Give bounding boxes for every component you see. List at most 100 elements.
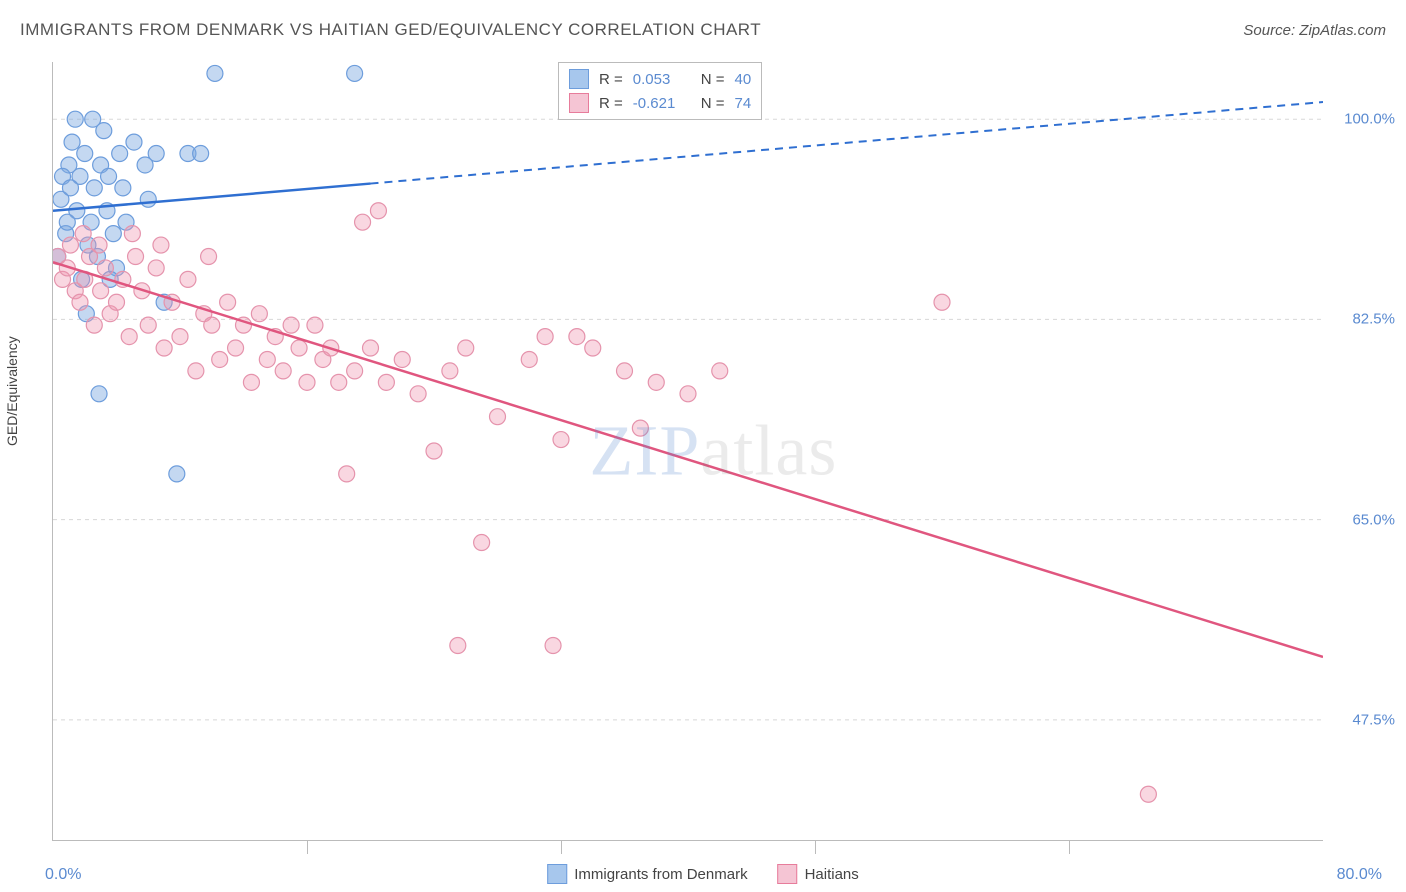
data-point bbox=[101, 168, 117, 184]
data-point bbox=[193, 146, 209, 162]
data-point bbox=[307, 317, 323, 333]
data-point bbox=[339, 466, 355, 482]
y-tick-label: 100.0% bbox=[1344, 111, 1395, 128]
data-point bbox=[124, 226, 140, 242]
data-point bbox=[207, 65, 223, 81]
x-tick bbox=[307, 840, 308, 854]
data-point bbox=[410, 386, 426, 402]
data-point bbox=[180, 271, 196, 287]
data-point bbox=[363, 340, 379, 356]
data-point bbox=[204, 317, 220, 333]
data-point bbox=[680, 386, 696, 402]
data-point bbox=[172, 329, 188, 345]
legend-swatch bbox=[569, 69, 589, 89]
data-point bbox=[648, 374, 664, 390]
bottom-legend: Immigrants from Denmark Haitians bbox=[547, 864, 859, 884]
data-point bbox=[105, 226, 121, 242]
data-point bbox=[67, 111, 83, 127]
data-point bbox=[394, 351, 410, 367]
data-point bbox=[140, 191, 156, 207]
data-point bbox=[458, 340, 474, 356]
data-point bbox=[355, 214, 371, 230]
data-point bbox=[62, 180, 78, 196]
chart-title: IMMIGRANTS FROM DENMARK VS HAITIAN GED/E… bbox=[20, 20, 761, 40]
legend-label: Haitians bbox=[805, 866, 859, 883]
data-point bbox=[72, 294, 88, 310]
x-tick bbox=[815, 840, 816, 854]
data-point bbox=[128, 249, 144, 265]
data-point bbox=[75, 226, 91, 242]
x-axis-max-label: 80.0% bbox=[1337, 866, 1382, 884]
data-point bbox=[188, 363, 204, 379]
stats-legend-row: R =-0.621N =74 bbox=[569, 91, 751, 115]
data-point bbox=[115, 180, 131, 196]
legend-swatch bbox=[778, 864, 798, 884]
data-point bbox=[299, 374, 315, 390]
data-point bbox=[228, 340, 244, 356]
data-point bbox=[86, 180, 102, 196]
data-point bbox=[585, 340, 601, 356]
data-point bbox=[121, 329, 137, 345]
data-point bbox=[617, 363, 633, 379]
data-point bbox=[62, 237, 78, 253]
data-point bbox=[59, 214, 75, 230]
data-point bbox=[96, 123, 112, 139]
data-point bbox=[442, 363, 458, 379]
data-point bbox=[212, 351, 228, 367]
data-point bbox=[77, 146, 93, 162]
trend-line bbox=[53, 262, 1323, 657]
y-axis-label: GED/Equivalency bbox=[4, 336, 20, 446]
data-point bbox=[1140, 786, 1156, 802]
x-axis-min-label: 0.0% bbox=[45, 866, 81, 884]
data-point bbox=[569, 329, 585, 345]
legend-swatch bbox=[547, 864, 567, 884]
data-point bbox=[93, 283, 109, 299]
legend-swatch bbox=[569, 93, 589, 113]
y-tick-label: 47.5% bbox=[1352, 711, 1395, 728]
data-point bbox=[148, 260, 164, 276]
data-point bbox=[169, 466, 185, 482]
data-point bbox=[126, 134, 142, 150]
chart-source: Source: ZipAtlas.com bbox=[1243, 22, 1386, 39]
data-point bbox=[153, 237, 169, 253]
trend-line-dashed bbox=[371, 102, 1324, 184]
stats-legend: R =0.053N =40R =-0.621N =74 bbox=[558, 62, 762, 120]
data-point bbox=[243, 374, 259, 390]
data-point bbox=[521, 351, 537, 367]
data-point bbox=[553, 432, 569, 448]
data-point bbox=[545, 638, 561, 654]
legend-label: Immigrants from Denmark bbox=[574, 866, 747, 883]
data-point bbox=[220, 294, 236, 310]
data-point bbox=[251, 306, 267, 322]
data-point bbox=[86, 317, 102, 333]
data-point bbox=[474, 535, 490, 551]
plot-area: R =0.053N =40R =-0.621N =74 ZIPatlas 100… bbox=[52, 62, 1323, 841]
data-point bbox=[91, 237, 107, 253]
data-point bbox=[97, 260, 113, 276]
data-point bbox=[632, 420, 648, 436]
y-tick-label: 65.0% bbox=[1352, 511, 1395, 528]
data-point bbox=[291, 340, 307, 356]
data-point bbox=[64, 134, 80, 150]
data-point bbox=[259, 351, 275, 367]
data-point bbox=[426, 443, 442, 459]
data-point bbox=[934, 294, 950, 310]
legend-item: Immigrants from Denmark bbox=[547, 864, 747, 884]
chart-svg bbox=[53, 62, 1323, 840]
data-point bbox=[148, 146, 164, 162]
data-point bbox=[91, 386, 107, 402]
x-tick bbox=[561, 840, 562, 854]
data-point bbox=[112, 146, 128, 162]
data-point bbox=[378, 374, 394, 390]
x-tick bbox=[1069, 840, 1070, 854]
data-point bbox=[347, 363, 363, 379]
data-point bbox=[201, 249, 217, 265]
data-point bbox=[712, 363, 728, 379]
data-point bbox=[109, 294, 125, 310]
data-point bbox=[156, 340, 172, 356]
legend-item: Haitians bbox=[778, 864, 859, 884]
data-point bbox=[283, 317, 299, 333]
data-point bbox=[490, 409, 506, 425]
data-point bbox=[140, 317, 156, 333]
y-tick-label: 82.5% bbox=[1352, 311, 1395, 328]
